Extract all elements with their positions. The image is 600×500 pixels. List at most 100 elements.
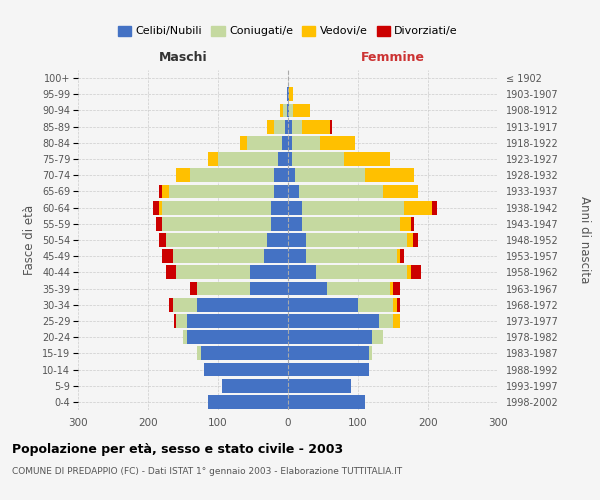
Bar <box>288 88 289 101</box>
Bar <box>326 282 389 296</box>
Bar <box>287 88 288 101</box>
Bar <box>372 330 383 344</box>
Bar <box>263 250 288 263</box>
Bar <box>250 282 288 296</box>
Bar <box>157 217 162 230</box>
Bar <box>162 184 169 198</box>
Bar <box>413 233 418 247</box>
Bar <box>404 200 431 214</box>
Bar <box>288 200 302 214</box>
Bar <box>197 282 250 296</box>
Bar <box>330 120 332 134</box>
Bar <box>288 152 292 166</box>
Bar <box>204 362 288 376</box>
Bar <box>431 200 437 214</box>
Bar <box>383 184 418 198</box>
Bar <box>158 200 162 214</box>
Bar <box>247 136 283 149</box>
Bar <box>393 314 400 328</box>
Bar <box>288 379 351 392</box>
Bar <box>288 184 299 198</box>
Bar <box>288 104 289 118</box>
Bar <box>397 250 400 263</box>
Bar <box>173 250 263 263</box>
Bar <box>302 120 330 134</box>
Legend: Celibi/Nubili, Coniugati/e, Vedovi/e, Divorziati/e: Celibi/Nubili, Coniugati/e, Vedovi/e, Di… <box>113 21 463 41</box>
Bar <box>221 379 288 392</box>
Bar <box>299 184 383 198</box>
Bar <box>283 136 288 149</box>
Bar <box>289 104 293 118</box>
Bar <box>197 298 288 312</box>
Text: Popolazione per età, sesso e stato civile - 2003: Popolazione per età, sesso e stato civil… <box>12 442 343 456</box>
Bar <box>288 330 372 344</box>
Bar <box>344 152 389 166</box>
Bar <box>283 104 287 118</box>
Bar <box>302 217 400 230</box>
Bar <box>250 266 288 280</box>
Bar <box>407 233 413 247</box>
Bar <box>241 136 247 149</box>
Bar <box>410 266 421 280</box>
Bar <box>305 250 397 263</box>
Bar <box>190 282 197 296</box>
Bar <box>169 184 274 198</box>
Text: Femmine: Femmine <box>361 50 425 64</box>
Bar <box>166 233 267 247</box>
Bar <box>169 298 173 312</box>
Bar <box>407 266 410 280</box>
Bar <box>200 346 288 360</box>
Bar <box>288 314 379 328</box>
Bar <box>267 120 274 134</box>
Bar <box>288 120 292 134</box>
Bar <box>218 152 277 166</box>
Bar <box>176 314 187 328</box>
Bar <box>166 266 176 280</box>
Bar <box>288 282 326 296</box>
Bar <box>400 217 410 230</box>
Bar <box>208 152 218 166</box>
Bar <box>176 266 250 280</box>
Bar <box>174 314 176 328</box>
Bar <box>293 104 310 118</box>
Bar <box>271 200 288 214</box>
Bar <box>274 168 288 182</box>
Bar <box>176 168 190 182</box>
Bar <box>389 282 393 296</box>
Bar <box>153 200 158 214</box>
Bar <box>187 314 288 328</box>
Bar <box>287 104 288 118</box>
Bar <box>274 120 284 134</box>
Bar <box>162 250 173 263</box>
Bar <box>173 298 197 312</box>
Bar <box>288 217 302 230</box>
Text: Maschi: Maschi <box>158 50 208 64</box>
Bar <box>288 346 368 360</box>
Bar <box>288 250 305 263</box>
Bar <box>288 233 305 247</box>
Bar <box>288 168 295 182</box>
Bar <box>292 152 344 166</box>
Y-axis label: Fasce di età: Fasce di età <box>23 205 37 275</box>
Bar <box>410 217 414 230</box>
Bar <box>197 346 200 360</box>
Bar <box>289 88 293 101</box>
Bar <box>190 168 274 182</box>
Bar <box>320 136 355 149</box>
Bar <box>393 298 397 312</box>
Bar <box>288 362 368 376</box>
Bar <box>271 217 288 230</box>
Bar <box>187 330 288 344</box>
Bar <box>292 120 302 134</box>
Bar <box>280 104 283 118</box>
Bar <box>288 298 358 312</box>
Text: COMUNE DI PREDAPPIO (FC) - Dati ISTAT 1° gennaio 2003 - Elaborazione TUTTITALIA.: COMUNE DI PREDAPPIO (FC) - Dati ISTAT 1°… <box>12 468 402 476</box>
Bar <box>267 233 288 247</box>
Bar <box>288 266 316 280</box>
Bar <box>284 120 288 134</box>
Bar <box>158 184 162 198</box>
Bar <box>397 298 400 312</box>
Bar <box>295 168 365 182</box>
Bar <box>162 217 271 230</box>
Bar <box>162 200 271 214</box>
